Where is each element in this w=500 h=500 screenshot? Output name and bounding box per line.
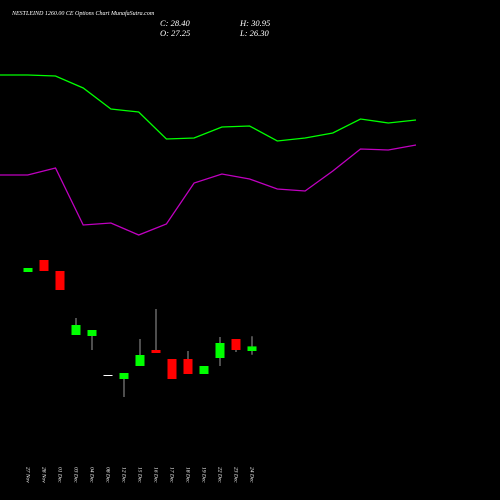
candle-body bbox=[39, 260, 49, 271]
x-tick-label: 12 Dec bbox=[121, 467, 127, 483]
candle-body bbox=[55, 271, 65, 290]
candle-body bbox=[103, 375, 113, 376]
x-tick-label: 17 Dec bbox=[169, 467, 175, 483]
indicator-line bbox=[0, 74, 417, 142]
candle-body bbox=[151, 350, 161, 353]
high-label: H: 30.95 bbox=[239, 18, 270, 28]
x-tick-label: 03 Dec bbox=[73, 467, 79, 483]
close-label: C: 28.40 bbox=[160, 18, 191, 28]
low-label: L: 26.30 bbox=[239, 28, 270, 38]
x-tick-label: 23 Dec bbox=[233, 467, 239, 483]
indicator-line bbox=[0, 144, 417, 236]
candle-body bbox=[247, 346, 257, 351]
candle-body bbox=[183, 359, 193, 374]
x-tick-label: 19 Dec bbox=[201, 467, 207, 483]
x-tick-label: 04 Dec bbox=[89, 467, 96, 483]
x-tick-label: 18 Dec bbox=[185, 467, 191, 483]
candle-body bbox=[167, 359, 177, 379]
x-tick-label: 16 Dec bbox=[153, 467, 159, 483]
x-tick-label: 08 Dec bbox=[105, 467, 111, 483]
x-tick-label: 15 Dec bbox=[137, 467, 143, 483]
x-tick-label: 24 Dec bbox=[249, 467, 256, 483]
candle-body bbox=[119, 373, 129, 379]
x-tick-label: 28 Nov bbox=[41, 467, 47, 483]
candle-body bbox=[71, 325, 81, 335]
candle-body bbox=[135, 355, 145, 366]
candle-body bbox=[87, 330, 97, 336]
candle-body bbox=[199, 366, 209, 374]
open-label: O: 27.25 bbox=[160, 28, 190, 38]
chart-title: NESTLEIND 1260.00 CE Options Chart Munaf… bbox=[11, 10, 155, 17]
x-tick-label: 01 Dec bbox=[57, 467, 63, 483]
x-tick-label: 27 Nov bbox=[25, 467, 31, 483]
candle-body bbox=[215, 343, 225, 358]
candle-body bbox=[23, 268, 33, 272]
candle-body bbox=[231, 339, 241, 350]
x-tick-label: 22 Dec bbox=[217, 467, 223, 483]
